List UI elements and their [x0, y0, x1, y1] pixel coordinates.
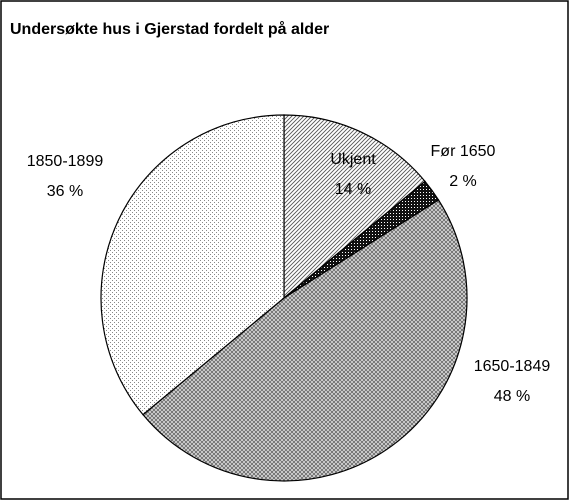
- pie-slice: [100, 114, 285, 416]
- slice-value-label: 48 %: [494, 388, 530, 405]
- pie-slice: [142, 199, 468, 482]
- slice-value-label: 14 %: [335, 181, 371, 198]
- slice-label: 1850-1899: [27, 153, 104, 170]
- chart-title: Undersøkte hus i Gjerstad fordelt på ald…: [10, 20, 329, 38]
- pie-slice: [283, 114, 426, 300]
- slice-label: Før 1650: [431, 143, 496, 160]
- slice-value-label: 2 %: [449, 173, 477, 190]
- slice-label: 1650-1849: [474, 358, 551, 375]
- slice-value-label: 36 %: [47, 183, 83, 200]
- slice-label: Ukjent: [330, 151, 376, 168]
